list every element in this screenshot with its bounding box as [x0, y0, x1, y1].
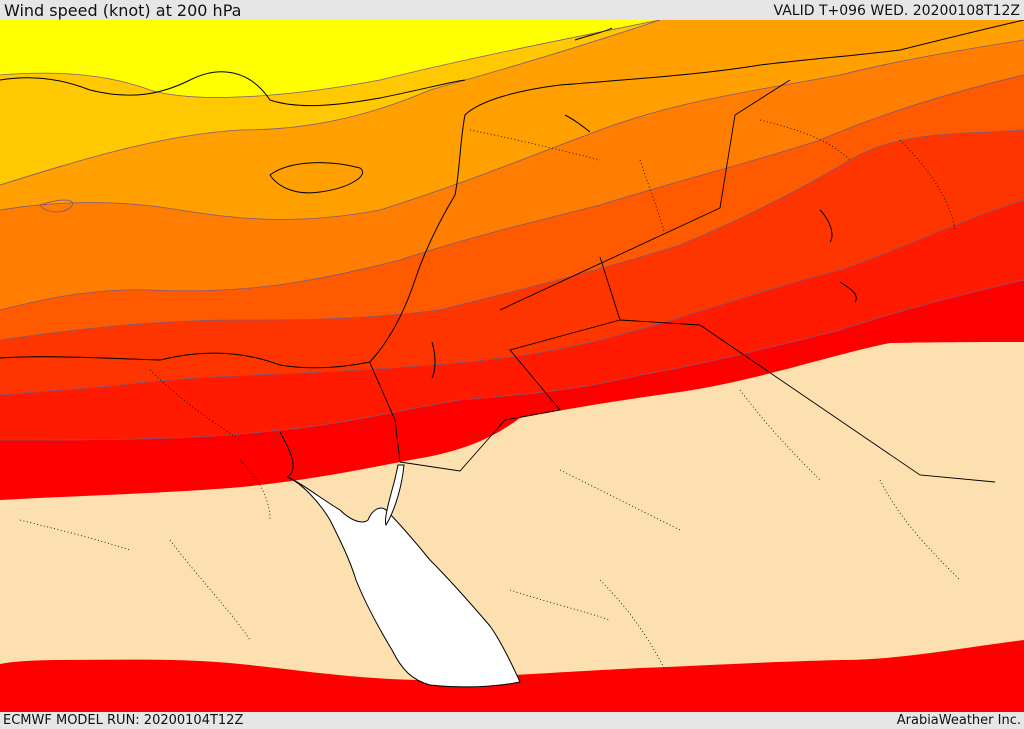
credit-label: ArabiaWeather Inc.: [896, 713, 1021, 728]
contour-lines: [0, 20, 1024, 441]
red-sea: [286, 476, 521, 688]
header-bar: Wind speed (knot) at 200 hPa VALID T+096…: [0, 0, 1024, 20]
model-run-label: ECMWF MODEL RUN: 20200104T12Z: [3, 713, 244, 728]
valid-time: VALID T+096 WED. 20200108T12Z: [773, 3, 1020, 19]
low-speed-area: [0, 342, 1024, 680]
coastlines: [0, 20, 1024, 478]
gulf-of-aqaba: [385, 464, 405, 527]
footer-bar: ECMWF MODEL RUN: 20200104T12Z ArabiaWeat…: [0, 712, 1024, 729]
solid-borders: [369, 79, 996, 483]
band-yellow: [0, 20, 660, 98]
map-canvas: [0, 20, 1024, 712]
wind-speed-map: [0, 20, 1024, 712]
borders: [19, 119, 961, 671]
map-title: Wind speed (knot) at 200 hPa: [4, 1, 242, 20]
